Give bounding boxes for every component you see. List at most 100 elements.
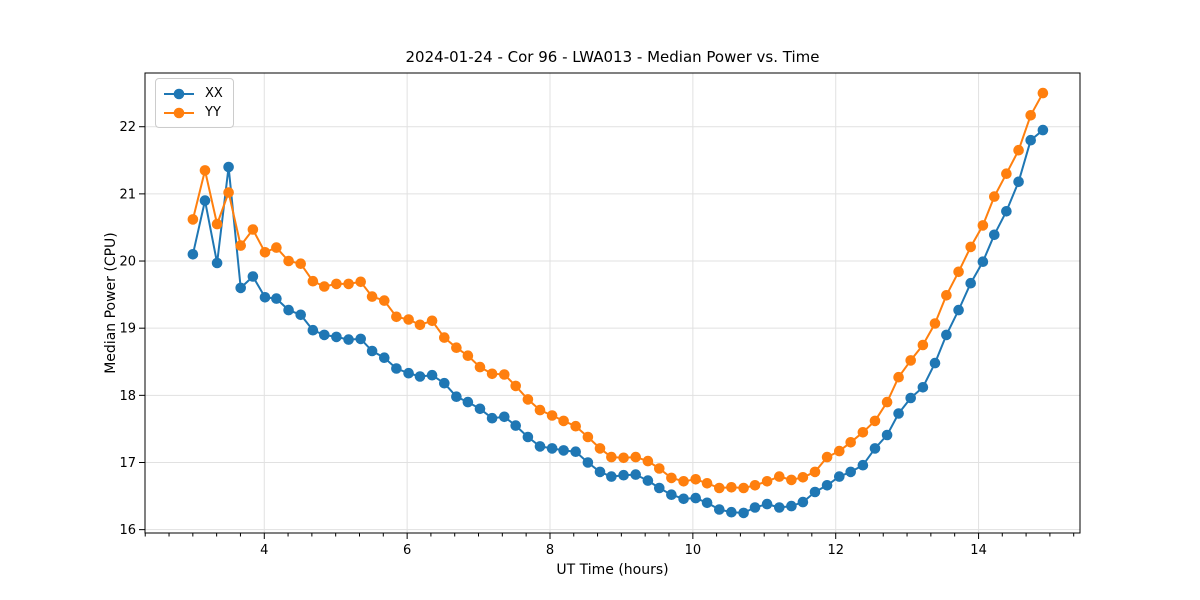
series-XX-marker bbox=[809, 486, 821, 498]
series-XX-marker bbox=[319, 329, 330, 341]
series-XX-marker bbox=[714, 504, 725, 515]
series-YY-marker bbox=[845, 437, 856, 448]
series-YY-marker bbox=[1013, 144, 1024, 156]
series-YY-marker bbox=[714, 482, 725, 494]
y-tick-label: 16 bbox=[119, 523, 136, 538]
series-YY-marker bbox=[654, 463, 665, 474]
y-tick-label: 18 bbox=[119, 389, 136, 404]
series-YY-marker bbox=[594, 443, 606, 454]
series-XX-marker bbox=[654, 482, 665, 494]
series-XX-marker bbox=[749, 502, 761, 513]
series-XX-marker bbox=[307, 324, 319, 336]
series-XX-marker bbox=[486, 412, 498, 424]
legend-label: XX bbox=[205, 86, 223, 101]
series-YY-marker bbox=[451, 342, 462, 354]
series-YY-marker bbox=[726, 482, 737, 493]
series-YY-marker bbox=[379, 295, 390, 306]
series-YY-marker bbox=[366, 291, 378, 302]
series-XX-marker bbox=[439, 377, 450, 389]
series-YY-marker bbox=[917, 339, 929, 351]
series-XX-marker bbox=[761, 498, 773, 510]
series-XX-marker bbox=[355, 333, 367, 345]
y-tick-label: 21 bbox=[119, 187, 136, 202]
series-XX-marker bbox=[223, 161, 234, 173]
series-XX-marker bbox=[414, 371, 426, 382]
series-XX-marker bbox=[797, 496, 809, 508]
series-XX-marker bbox=[701, 497, 713, 509]
series-XX-marker bbox=[522, 431, 534, 443]
series-XX-marker bbox=[403, 367, 414, 379]
series-YY-marker bbox=[283, 255, 294, 267]
series-XX-marker bbox=[774, 502, 785, 513]
series-YY-marker bbox=[307, 275, 319, 287]
series-YY-marker bbox=[809, 466, 821, 478]
series-XX-marker bbox=[546, 443, 558, 454]
series-YY-marker bbox=[295, 258, 307, 270]
legend-marker-icon bbox=[164, 107, 194, 118]
series-YY-marker bbox=[881, 396, 893, 408]
series-XX-marker bbox=[391, 363, 402, 374]
series-XX-marker bbox=[558, 445, 569, 456]
series-YY-marker bbox=[630, 451, 641, 463]
series-YY-marker bbox=[235, 240, 246, 251]
x-tick-label: 12 bbox=[827, 543, 844, 558]
y-tick-label: 19 bbox=[119, 322, 136, 337]
series-YY-marker bbox=[1025, 110, 1036, 121]
series-XX-marker bbox=[1001, 206, 1012, 217]
axes-spines bbox=[144, 72, 1081, 534]
series-XX-marker bbox=[821, 480, 833, 491]
series-XX-line bbox=[191, 129, 1044, 514]
series-YY-marker bbox=[223, 187, 234, 198]
series-YY-marker bbox=[439, 332, 450, 343]
series-YY-marker bbox=[426, 315, 438, 327]
series-YY-marker bbox=[474, 361, 486, 373]
y-tick-label: 17 bbox=[119, 456, 136, 471]
series-YY-marker bbox=[774, 471, 785, 482]
series-YY-marker bbox=[905, 355, 916, 366]
series-YY-marker bbox=[319, 281, 330, 292]
series-YY-marker bbox=[738, 482, 749, 494]
series-XX-marker bbox=[570, 446, 581, 458]
series-XX-marker bbox=[941, 329, 952, 341]
series-XX-marker bbox=[474, 403, 486, 415]
chart-title: 2024-01-24 - Cor 96 - LWA013 - Median Po… bbox=[405, 48, 820, 66]
series-YY-marker bbox=[343, 278, 354, 290]
x-tick-label: 4 bbox=[260, 543, 268, 558]
series-XX-marker bbox=[786, 500, 797, 512]
series-YY-marker bbox=[977, 220, 989, 231]
series-XX-marker bbox=[247, 271, 259, 282]
x-axis-label: UT Time (hours) bbox=[556, 562, 669, 578]
series-XX-marker bbox=[917, 382, 929, 393]
series-YY-marker bbox=[1001, 168, 1012, 179]
series-YY-marker bbox=[582, 431, 594, 443]
series-YY-marker bbox=[259, 247, 271, 258]
series-XX-marker bbox=[187, 249, 199, 260]
series-XX-marker bbox=[953, 304, 964, 316]
series-XX-marker bbox=[379, 352, 390, 364]
series-YY-marker bbox=[391, 311, 402, 323]
series-YY-marker bbox=[271, 242, 282, 253]
series-YY-marker bbox=[834, 445, 845, 457]
series-YY-marker bbox=[1037, 87, 1049, 99]
series-YY-marker bbox=[965, 241, 976, 253]
series-XX-marker bbox=[295, 309, 307, 321]
series-YY-marker bbox=[522, 394, 534, 405]
series-XX-marker bbox=[582, 457, 594, 468]
series-XX-marker bbox=[510, 420, 521, 431]
series-YY-marker bbox=[701, 478, 713, 489]
x-tick-label: 10 bbox=[685, 543, 702, 558]
series-XX-marker bbox=[989, 229, 1000, 241]
legend-item-xx: XX bbox=[163, 84, 223, 103]
legend-marker-icon bbox=[164, 88, 194, 99]
series-YY-marker bbox=[187, 214, 199, 225]
series-YY-line bbox=[191, 92, 1044, 489]
series-YY-marker bbox=[331, 278, 342, 290]
series-XX-marker bbox=[1025, 134, 1036, 146]
series-XX-marker bbox=[977, 256, 989, 268]
series-YY-marker bbox=[989, 191, 1000, 202]
y-tick-label: 20 bbox=[119, 255, 136, 270]
series-XX-marker bbox=[905, 392, 916, 404]
series-XX-marker bbox=[235, 282, 246, 294]
series-XX-marker bbox=[331, 331, 342, 343]
